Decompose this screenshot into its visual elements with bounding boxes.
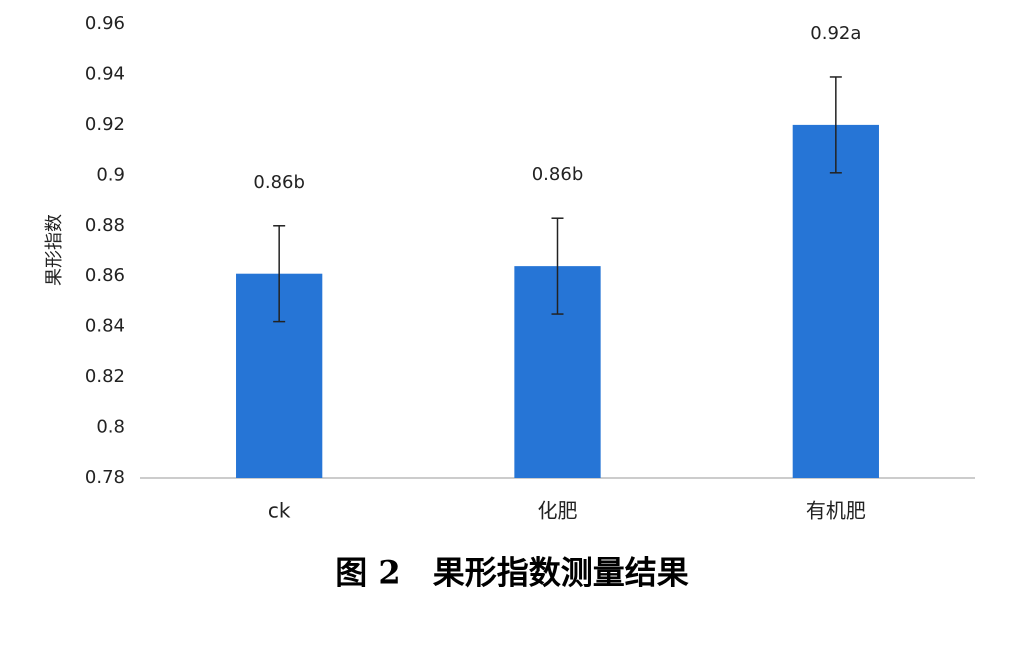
y-tick-label: 0.84 (85, 316, 125, 337)
y-tick-label: 0.9 (96, 164, 125, 185)
y-tick-label: 0.92 (85, 114, 125, 135)
y-tick-label: 0.96 (85, 13, 125, 34)
chart-caption: 图 2 果形指数测量结果 (335, 554, 688, 592)
value-label: 0.86b (253, 172, 305, 193)
y-axis-label: 果形指数 (44, 214, 65, 286)
y-tick-label: 0.94 (85, 63, 125, 84)
y-tick-label: 0.88 (85, 215, 125, 236)
y-tick-label: 0.8 (96, 417, 125, 438)
y-tick-label: 0.82 (85, 366, 125, 387)
value-label: 0.92a (810, 23, 861, 44)
x-tick-label: ck (268, 499, 291, 523)
x-tick-label: 化肥 (538, 499, 578, 523)
value-label: 0.86b (532, 164, 584, 185)
y-tick-label: 0.86 (85, 265, 125, 286)
x-tick-label: 有机肥 (806, 499, 866, 523)
bar (792, 124, 879, 478)
y-tick-label: 0.78 (85, 467, 125, 488)
